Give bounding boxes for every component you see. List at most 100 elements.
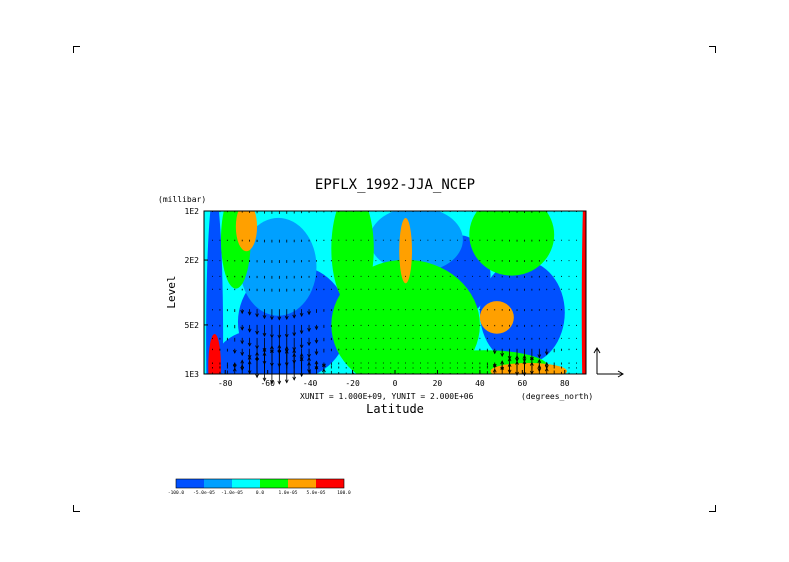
colorbar-label-4: 1.0e-05: [279, 490, 298, 496]
flux-vector-head-4-5: [247, 342, 252, 347]
colorbar-swatch-6: [316, 479, 344, 488]
flux-vector-head-3-6: [255, 357, 259, 363]
y-tick-label-2: 2E2: [185, 256, 200, 265]
x-tick-label-4: 0: [393, 379, 398, 388]
flux-vector-head-5-12: [299, 330, 304, 335]
vector-layer: [212, 211, 577, 385]
flux-vector-head-0-38: [492, 368, 497, 373]
flux-vector-head-2-45: [544, 365, 549, 370]
flux-vector-head-6-6: [255, 313, 259, 318]
flux-vector-head-5-5: [247, 328, 252, 333]
x-axis-label: Latitude: [366, 402, 424, 416]
flux-vector-head-1-14: [314, 360, 319, 365]
flux-vector-head-2-44: [537, 368, 542, 373]
colorbar-label-6: 100.0: [337, 490, 351, 496]
flux-vector-head-5-13: [307, 328, 311, 333]
colorbar-label-2: -1.0e-05: [221, 490, 243, 496]
flux-vector-head-5-6: [255, 330, 259, 335]
flux-vector-head-6-4: [240, 310, 245, 315]
flux-vector-head-5-10: [284, 334, 289, 339]
field-region-6: [369, 211, 463, 273]
flux-vector-head-5-7: [262, 332, 267, 338]
x-units-label: (degrees_north): [521, 392, 593, 401]
flux-vector-head-2-39: [500, 366, 505, 371]
y-axis-label: Level: [165, 275, 178, 308]
flux-vector-head-3-11: [292, 360, 297, 365]
flux-vector-head-3-7: [262, 360, 267, 365]
flux-vector-head-2-11: [292, 376, 297, 381]
flux-vector-head-3-3: [232, 349, 237, 354]
flux-vector-head-4-9: [277, 350, 282, 355]
colorbar-label-0: -100.0: [168, 490, 185, 496]
flux-vector-head-4-4: [240, 340, 245, 345]
y-tick-label-0: 1E3: [185, 370, 200, 379]
flux-vector-head-3-45: [544, 351, 549, 356]
flux-vector-head-6-10: [284, 315, 289, 321]
colorbar: -100.0 -5.0e-05 -1.0e-05 0.0 1.0e-05 5.0e-05 1…: [168, 478, 351, 496]
field-region-11: [469, 211, 555, 276]
x-tick-label-0: -80: [218, 379, 233, 388]
flux-vector-head-3-5: [247, 354, 252, 359]
flux-vector-head-2-38: [492, 364, 497, 369]
field-region-10: [331, 211, 374, 306]
x-tick-label-8: 80: [560, 379, 570, 388]
flux-vector-head-2-42: [522, 372, 527, 377]
flux-vector-head-3-44: [537, 354, 542, 359]
flux-vector-head-3-41: [515, 358, 519, 363]
flux-vector-head-1-39: [500, 360, 505, 365]
flux-vector-head-4-11: [292, 347, 297, 352]
flux-vector-head-3-8: [270, 362, 274, 367]
field-region-4: [479, 260, 565, 365]
flux-vector-head-2-6: [255, 374, 259, 379]
flux-vector-head-3-13: [307, 353, 311, 359]
chart-title: EPFLX_1992-JJA_NCEP: [315, 177, 475, 193]
flux-vector-head-3-9: [277, 363, 282, 368]
flux-vector-head-2-3: [232, 364, 237, 369]
colorbar-swatch-4: [260, 479, 288, 488]
flux-vector-head-3-39: [500, 352, 505, 358]
flux-vector-head-2-14: [314, 366, 319, 371]
field-region-13: [235, 211, 258, 252]
x-tick-label-2: -40: [303, 379, 318, 388]
flux-vector-head-1-44: [537, 358, 542, 363]
flux-vector-head-3-42: [522, 358, 527, 363]
flux-vector-head-3-4: [240, 352, 245, 357]
flux-vector-head-5-9: [277, 334, 282, 339]
colorbar-label-5: 5.0e-05: [307, 490, 326, 496]
field-region-8: [331, 259, 480, 374]
colorbar-swatch-5: [288, 479, 316, 488]
field-region-17: [208, 333, 221, 374]
field-region-1: [206, 211, 224, 374]
flux-vector-head-2-15: [322, 363, 326, 368]
flux-vector-head-4-12: [299, 344, 304, 349]
flux-vector-head-3-38: [492, 350, 497, 355]
flux-vector-head-2-8: [270, 380, 274, 385]
flux-vector-head-2-9: [277, 380, 282, 385]
x-tick-label-3: -20: [345, 379, 360, 388]
flux-vector-head-3-12: [299, 357, 304, 362]
crop-mark-bottom-right: [709, 505, 716, 512]
flux-vector-head-6-8: [270, 316, 274, 321]
flux-vector-head-4-7: [262, 347, 267, 352]
flux-vector-head-2-40: [507, 369, 512, 374]
colorbar-label-1: -5.0e-05: [193, 490, 215, 496]
colorbar-swatch-3: [232, 479, 260, 488]
ticks-layer: -80 -60 -40 -20 0 20 40 60 80 1E3 5E2 2E2 1E2: [185, 207, 570, 388]
flux-vector-head-6-9: [277, 316, 282, 321]
reference-arrow-vertical: [593, 347, 601, 374]
flux-vector-head-4-14: [314, 339, 319, 344]
flux-vector-head-4-10: [284, 349, 289, 354]
reference-vector: [593, 347, 624, 378]
flux-vector-head-5-14: [314, 326, 319, 331]
x-tick-label-1: -60: [260, 379, 275, 388]
y-tick-label-3: 1E2: [185, 207, 200, 216]
x-tick-label-7: 60: [518, 379, 528, 388]
field-region-18: [581, 211, 586, 374]
flux-vector-head-2-4: [240, 366, 245, 371]
flux-vector-head-5-8: [270, 334, 274, 339]
reference-arrow-horizontal: [597, 370, 624, 378]
vector-units-label: XUNIT = 1.000E+09, YUNIT = 2.000E+06: [300, 392, 474, 401]
crop-mark-bottom-left: [73, 505, 80, 512]
